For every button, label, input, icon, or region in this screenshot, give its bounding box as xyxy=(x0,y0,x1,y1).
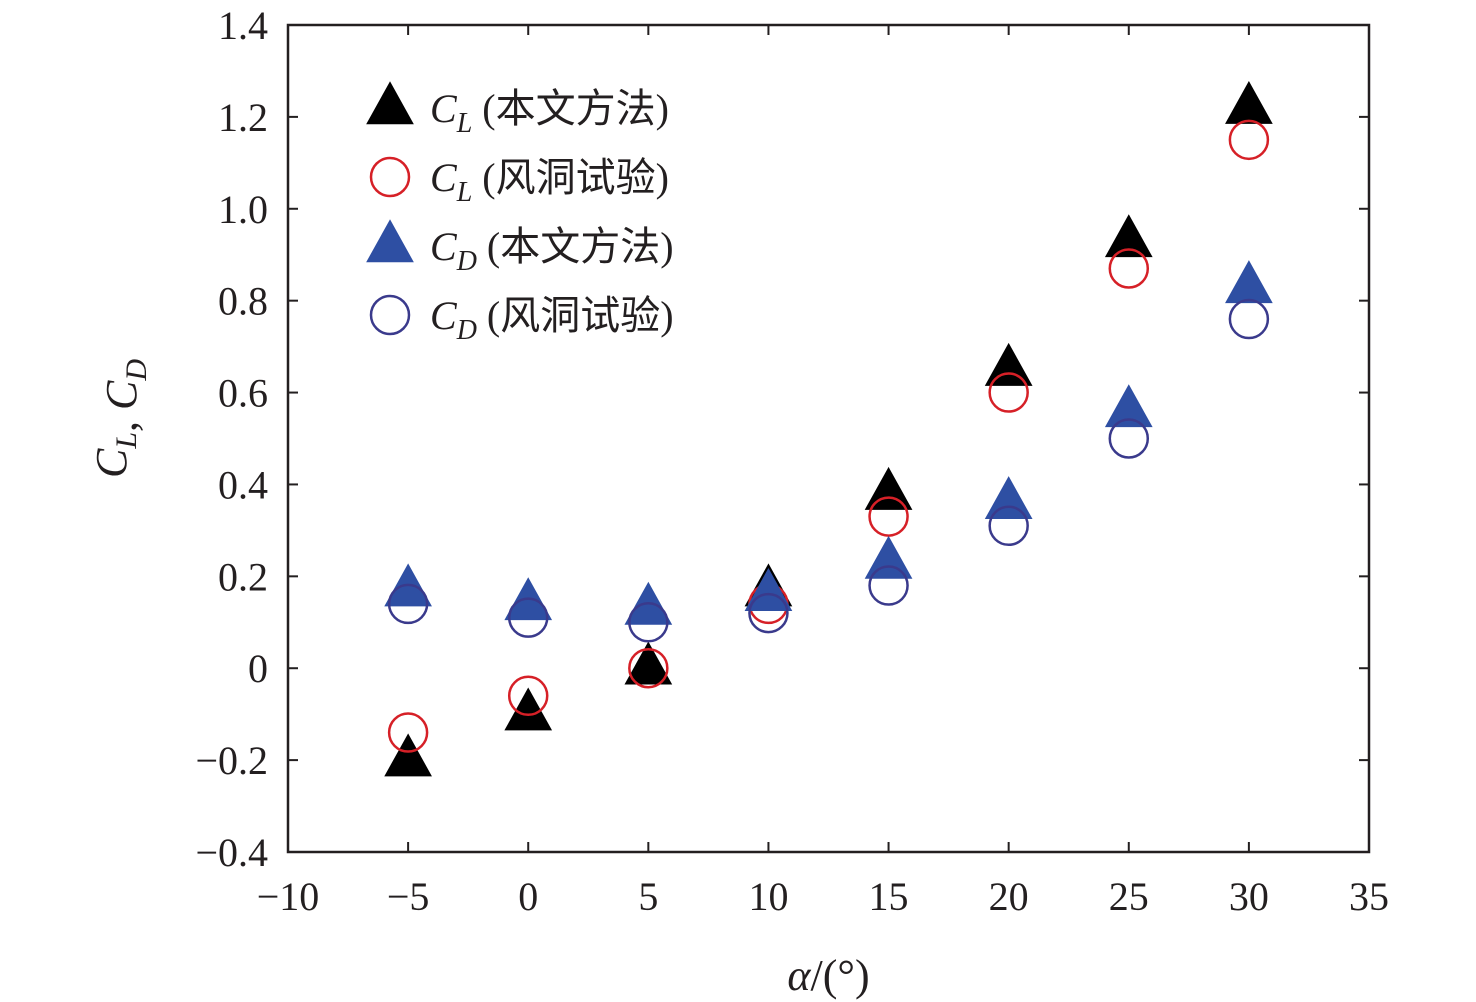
series-3-point xyxy=(988,505,1029,547)
series-3-point xyxy=(1108,418,1150,459)
x-tick-label: 5 xyxy=(638,874,658,919)
x-tick-label: 15 xyxy=(869,874,909,919)
series-0-point xyxy=(624,641,673,685)
series-0-point xyxy=(864,466,913,510)
legend-label-2: CD (本文方法) xyxy=(430,224,674,277)
legend-label-3: CD (风洞试验) xyxy=(430,293,674,346)
y-tick-label: 0 xyxy=(248,646,268,691)
y-tick-label: 1.0 xyxy=(218,187,268,232)
x-tick-labels: −10 −5 0 5 10 15 20 25 30 35 xyxy=(257,874,1389,919)
x-tick-label: 0 xyxy=(518,874,538,919)
series-3-point xyxy=(387,583,429,625)
x-tick-label: 25 xyxy=(1109,874,1149,919)
legend: CL (本文方法) CL (风洞试验) CD (本文方法) CD (风洞试验) xyxy=(366,81,674,346)
legend-label-1: CL (风洞试验) xyxy=(430,155,669,208)
series-3-point xyxy=(507,597,549,638)
series-1-point xyxy=(1108,248,1150,289)
y-tick-label: 0.2 xyxy=(218,554,268,599)
y-tick-label: 0.8 xyxy=(218,279,268,324)
series-2-point xyxy=(744,568,793,611)
y-tick-label: −0.4 xyxy=(195,830,268,875)
y-tick-label: 0.4 xyxy=(218,462,268,507)
y-axis-title: CL, CD xyxy=(87,359,153,478)
x-tick-label: −10 xyxy=(257,874,320,919)
y-tick-label: 1.4 xyxy=(218,3,268,48)
series-3-point xyxy=(748,592,789,634)
series-3-point xyxy=(1228,298,1270,340)
series-1-point xyxy=(628,647,669,689)
x-tick-label: 10 xyxy=(748,874,788,919)
plot-area xyxy=(286,23,1371,854)
series-2-point xyxy=(1225,260,1273,304)
data-markers xyxy=(384,81,1273,777)
series-0-point xyxy=(504,687,553,731)
series-1-point xyxy=(988,372,1029,413)
legend-marker-1 xyxy=(369,156,411,198)
series-0-point xyxy=(984,342,1033,386)
series-2-point xyxy=(864,535,913,579)
x-axis-title: α/(°) xyxy=(787,951,869,1000)
y-tick-labels: −0.4 −0.2 0 0.2 0.4 0.6 0.8 1.0 1.2 1.4 xyxy=(195,3,268,875)
series-1-point xyxy=(868,496,909,537)
plot-frame xyxy=(286,23,1371,854)
series-0-point xyxy=(1104,214,1153,258)
legend-marker-3 xyxy=(369,294,411,336)
legend-label-0: CL (本文方法) xyxy=(430,86,669,139)
y-tick-label: −0.2 xyxy=(195,738,268,783)
series-1-point xyxy=(1228,119,1270,161)
x-tick-label: 30 xyxy=(1229,874,1269,919)
series-3-point xyxy=(628,602,669,643)
x-tick-label: −5 xyxy=(387,874,430,919)
series-2-point xyxy=(1104,384,1153,428)
series-0-point xyxy=(1225,81,1273,124)
axis-ticks xyxy=(287,24,1370,853)
y-tick-label: 1.2 xyxy=(218,95,268,140)
y-tick-label: 0.6 xyxy=(218,371,268,416)
series-1-point xyxy=(387,712,429,753)
x-tick-label: 35 xyxy=(1349,874,1389,919)
legend-marker-0 xyxy=(366,81,414,125)
series-1-point xyxy=(507,675,549,717)
series-3-point xyxy=(868,565,909,606)
series-2-point xyxy=(984,476,1033,520)
legend-marker-2 xyxy=(366,219,414,263)
x-tick-label: 20 xyxy=(989,874,1029,919)
series-0-point xyxy=(384,733,432,777)
